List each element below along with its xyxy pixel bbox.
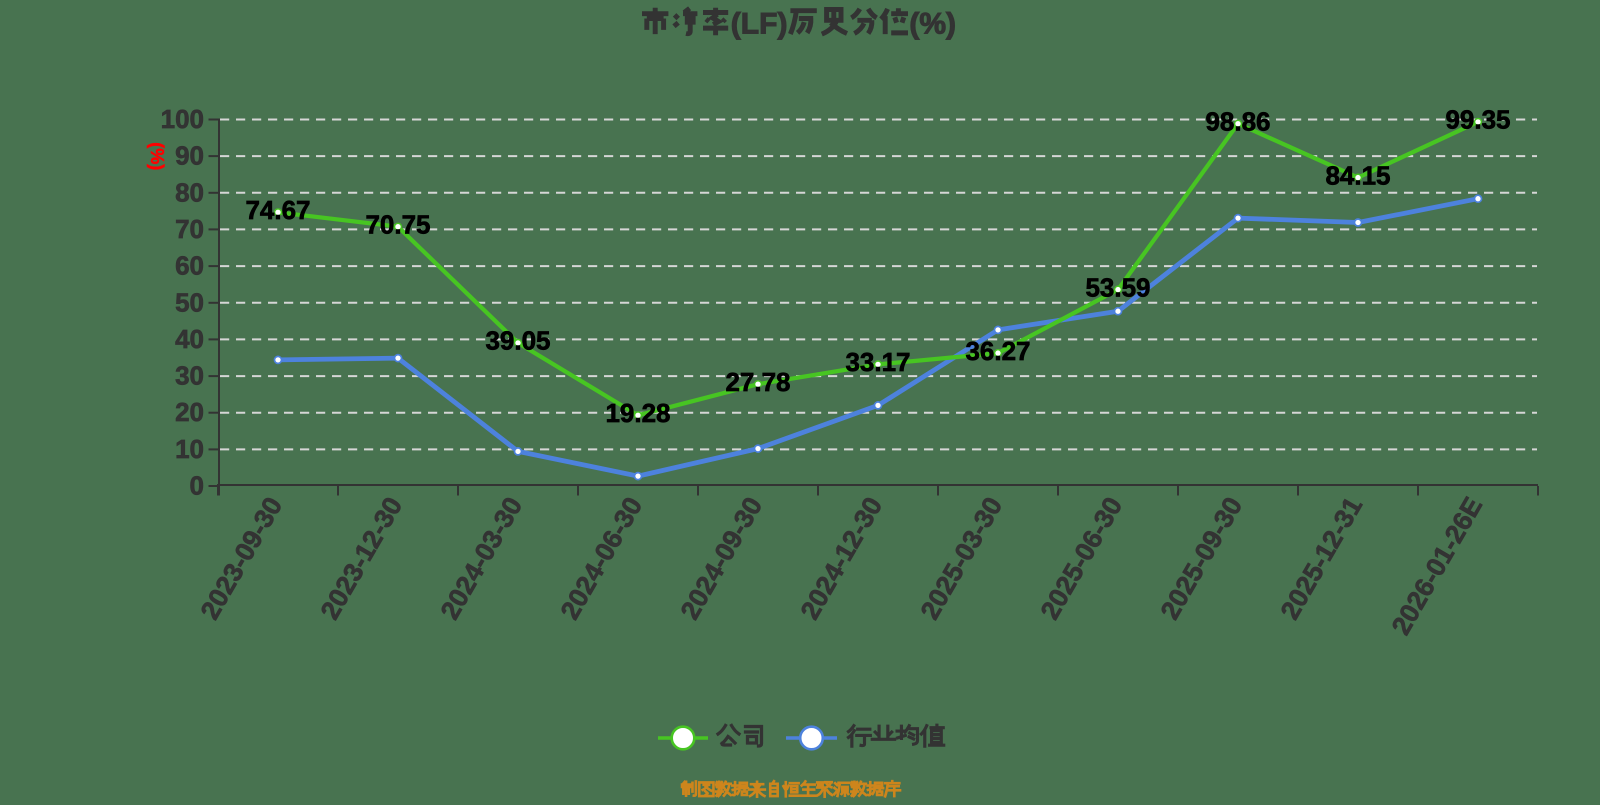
svg-text:80: 80 [175,177,204,207]
svg-text:90: 90 [175,141,204,171]
svg-text:0: 0 [190,471,204,501]
svg-text:99.35: 99.35 [1445,105,1510,135]
svg-text:84.15: 84.15 [1325,160,1390,190]
svg-text:60: 60 [175,251,204,281]
svg-text:53.59: 53.59 [1085,272,1150,302]
svg-text:19.28: 19.28 [605,398,670,428]
svg-text:10: 10 [175,434,204,464]
svg-text:40: 40 [175,324,204,354]
svg-text:70.75: 70.75 [365,210,430,240]
svg-text:39.05: 39.05 [485,326,550,356]
svg-text:98.86: 98.86 [1205,107,1270,137]
svg-text:36.27: 36.27 [965,336,1030,366]
svg-text:27.78: 27.78 [725,367,790,397]
svg-text:(%): (%) [909,8,956,41]
svg-text:33.17: 33.17 [845,347,910,377]
svg-text:70: 70 [175,214,204,244]
svg-text:74.67: 74.67 [245,195,310,225]
svg-text:50: 50 [175,287,204,317]
svg-text:30: 30 [175,361,204,391]
svg-text:(%): (%) [147,142,167,170]
svg-text:(LF): (LF) [731,8,788,41]
svg-text:100: 100 [161,104,204,134]
svg-text:20: 20 [175,397,204,427]
